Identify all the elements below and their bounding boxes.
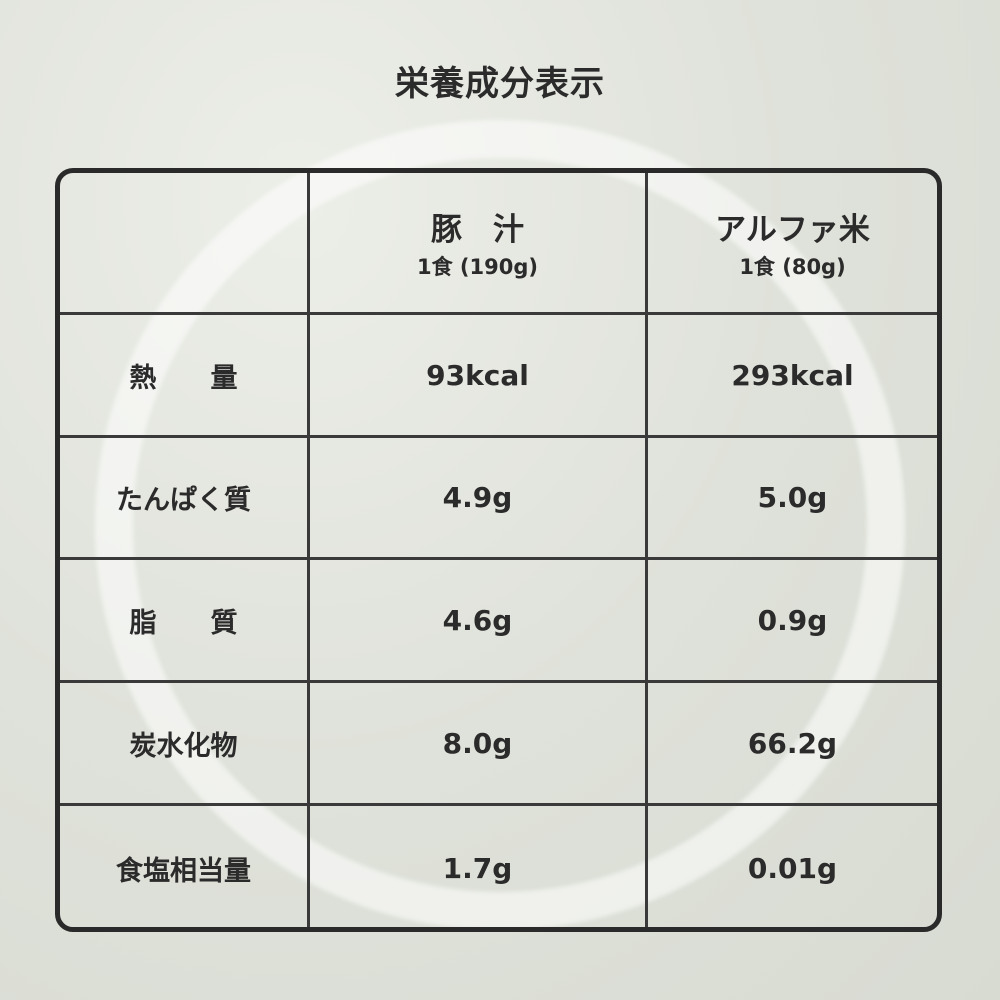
column-header-tonjiru: 豚 汁 1食 (190g) [310,173,645,312]
nutrition-table: 豚 汁 1食 (190g) アルファ米 1食 (80g) 熱 量 93kcal 29… [55,168,942,932]
row-divider [60,557,937,560]
table-cell-alpha-rice: 0.01g [747,851,838,885]
column-name: アルファ米 [715,212,870,248]
column-divider [307,173,310,927]
table-cell-tonjiru: 1.7g [442,851,513,885]
table-cell-tonjiru: 8.0g [442,726,513,760]
column-serving: 1食 (80g) [739,255,846,279]
row-label: 脂 質 [129,607,238,639]
column-header-alpha-rice: アルファ米 1食 (80g) [648,173,937,312]
table-cell-alpha-rice: 0.9g [757,603,828,637]
table-cell-alpha-rice: 5.0g [757,481,828,514]
page-title: 栄養成分表示 [395,64,605,104]
row-divider [60,312,937,315]
row-label: 炭水化物 [129,730,238,762]
row-divider [60,435,937,438]
table-cell-alpha-rice: 293kcal [731,358,854,392]
row-label: 熱 量 [129,362,238,394]
column-serving: 1食 (190g) [417,255,538,279]
row-label: たんぱく質 [116,485,251,516]
table-cell-tonjiru: 4.9g [442,481,513,514]
row-divider [60,803,937,806]
row-label: 食塩相当量 [116,855,251,887]
column-name: 豚 汁 [431,212,524,248]
table-cell-alpha-rice: 66.2g [747,726,838,760]
table-cell-tonjiru: 93kcal [426,358,529,392]
table-cell-tonjiru: 4.6g [442,603,513,637]
row-divider [60,680,937,683]
column-divider [645,173,648,927]
